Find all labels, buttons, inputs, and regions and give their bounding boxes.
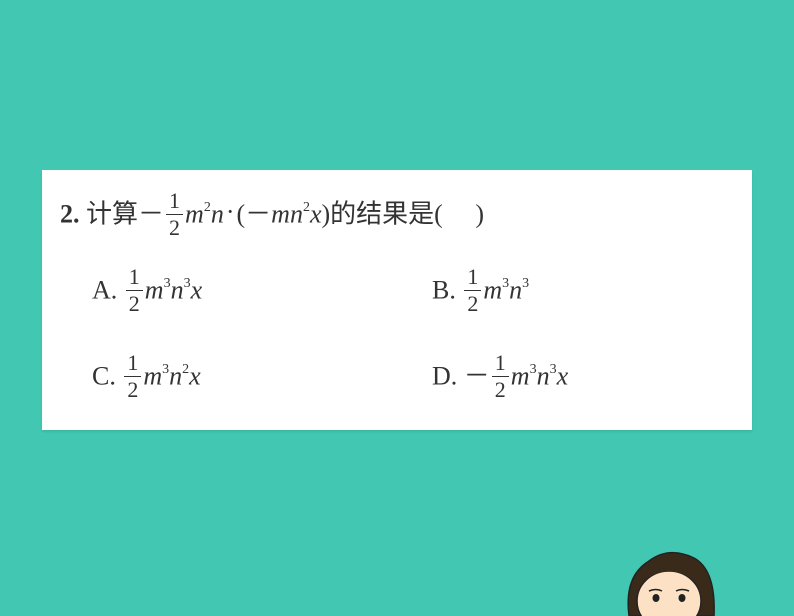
option-D-n-exp: 3 bbox=[550, 362, 557, 377]
option-B[interactable]: B. 12m3n3 bbox=[432, 268, 529, 317]
option-D-n: n bbox=[537, 361, 550, 390]
option-B-frac-den: 2 bbox=[464, 291, 481, 315]
option-A-n: n bbox=[171, 275, 184, 304]
option-C-x: x bbox=[189, 361, 201, 390]
var-m-1: m bbox=[185, 199, 204, 228]
var-n-1: n bbox=[211, 199, 224, 228]
frac1-num: 1 bbox=[166, 190, 183, 215]
option-D-frac: 12 bbox=[492, 352, 509, 401]
option-B-m-exp: 3 bbox=[502, 276, 509, 291]
option-A-n-exp: 3 bbox=[184, 276, 191, 291]
question-number: 2. bbox=[60, 199, 80, 228]
option-C-frac-den: 2 bbox=[124, 377, 141, 401]
option-C[interactable]: C. 12m3n2x bbox=[92, 354, 201, 403]
option-D-x: x bbox=[557, 361, 569, 390]
option-B-n-exp: 3 bbox=[522, 276, 529, 291]
cartoon-character bbox=[614, 536, 724, 616]
minus-sign-1: － bbox=[138, 199, 164, 228]
option-A-x: x bbox=[191, 275, 203, 304]
option-D-label: D. bbox=[432, 361, 457, 390]
option-C-n-exp: 2 bbox=[182, 362, 189, 377]
fraction-1: 12 bbox=[166, 190, 183, 239]
question-close: ) bbox=[475, 199, 484, 228]
var-x-1: x bbox=[310, 199, 322, 228]
option-D[interactable]: D. －12m3n3x bbox=[432, 354, 568, 403]
option-A-frac: 12 bbox=[126, 266, 143, 315]
option-B-n: n bbox=[509, 275, 522, 304]
option-D-m-exp: 3 bbox=[530, 362, 537, 377]
option-B-m: m bbox=[483, 275, 502, 304]
option-C-m: m bbox=[143, 361, 162, 390]
option-A-label: A. bbox=[92, 275, 117, 304]
option-C-label: C. bbox=[92, 361, 116, 390]
answer-blank bbox=[443, 199, 476, 228]
option-B-frac-num: 1 bbox=[464, 266, 481, 291]
var-n-2: n bbox=[290, 199, 303, 228]
option-D-minus: － bbox=[464, 361, 490, 390]
question-prefix: 计算 bbox=[86, 199, 138, 228]
left-paren: ( bbox=[236, 199, 245, 228]
option-B-label: B. bbox=[432, 275, 456, 304]
character-eye-left bbox=[653, 594, 660, 602]
option-D-m: m bbox=[511, 361, 530, 390]
var-m-2: m bbox=[271, 199, 290, 228]
question-suffix: 的结果是( bbox=[330, 199, 443, 228]
character-eye-right bbox=[679, 594, 686, 602]
option-C-frac-num: 1 bbox=[124, 352, 141, 377]
option-A-frac-num: 1 bbox=[126, 266, 143, 291]
option-C-frac: 12 bbox=[124, 352, 141, 401]
right-paren: ) bbox=[322, 199, 331, 228]
option-B-frac: 12 bbox=[464, 266, 481, 315]
option-A[interactable]: A. 12m3n3x bbox=[92, 268, 202, 317]
minus-sign-2: － bbox=[245, 199, 271, 228]
option-C-n: n bbox=[169, 361, 182, 390]
option-A-frac-den: 2 bbox=[126, 291, 143, 315]
frac1-den: 2 bbox=[166, 215, 183, 239]
exp-m-1: 2 bbox=[204, 200, 211, 215]
character-svg bbox=[614, 536, 724, 616]
question-card: 2. 计算－12m2n·(－mn2x)的结果是( ) A. 12m3n3x B.… bbox=[42, 170, 752, 430]
exp-n-2: 2 bbox=[303, 200, 310, 215]
option-D-frac-num: 1 bbox=[492, 352, 509, 377]
question-line: 2. 计算－12m2n·(－mn2x)的结果是( ) bbox=[60, 192, 484, 241]
multiply-dot: · bbox=[224, 197, 237, 226]
option-A-m: m bbox=[145, 275, 164, 304]
option-D-frac-den: 2 bbox=[492, 377, 509, 401]
option-C-m-exp: 3 bbox=[162, 362, 169, 377]
option-A-m-exp: 3 bbox=[164, 276, 171, 291]
